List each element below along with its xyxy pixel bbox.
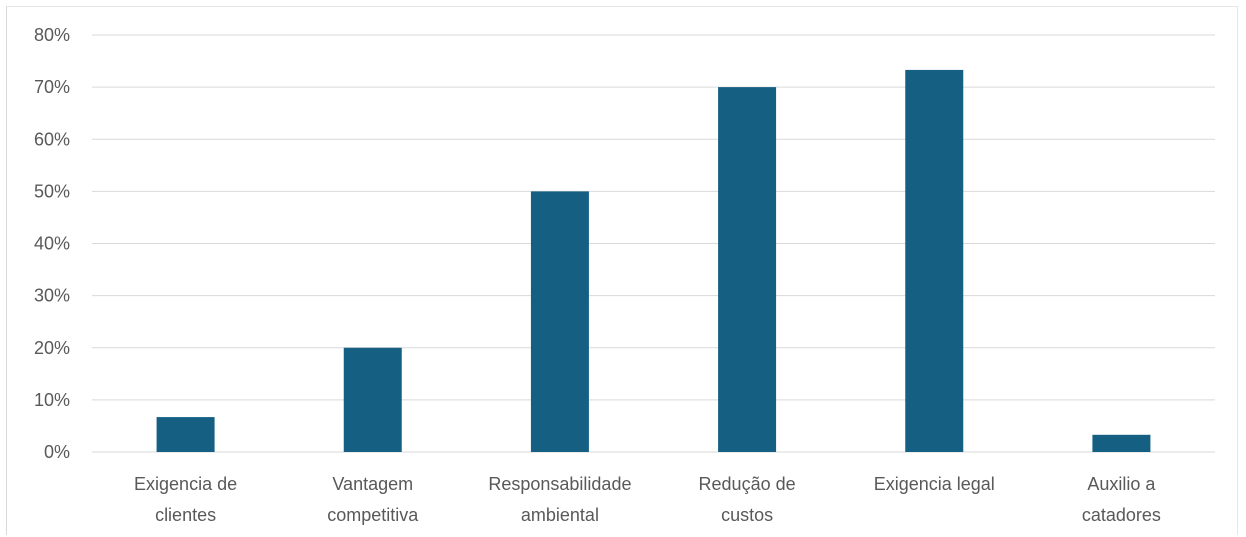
x-category-label-line: Vantagem: [332, 474, 413, 494]
x-category-label-line: clientes: [155, 505, 216, 525]
x-axis-categories: Exigencia de clientes Vantagem competitiva R…: [134, 474, 1161, 525]
y-tick-label: 20%: [34, 338, 70, 358]
x-category-label: Exigencia de clientes: [134, 474, 237, 525]
bar-2: [343, 347, 402, 452]
bar-6: [1092, 434, 1151, 452]
x-category-label: Responsabilidade ambiental: [488, 474, 631, 525]
x-category-label-line: Exigencia legal: [874, 474, 995, 494]
y-tick-label: 40%: [34, 234, 70, 254]
y-tick-label: 0%: [44, 442, 70, 462]
y-tick-label: 80%: [34, 25, 70, 45]
bar-5: [905, 69, 964, 452]
x-category-label-line: Redução de: [699, 474, 796, 494]
y-tick-label: 50%: [34, 181, 70, 201]
x-category-label: Vantagem competitiva: [327, 474, 419, 525]
bar-1: [156, 417, 215, 452]
x-category-label: Exigencia legal: [874, 474, 995, 494]
y-tick-label: 30%: [34, 286, 70, 306]
y-tick-label: 70%: [34, 77, 70, 97]
y-axis-ticks: 0% 10% 20% 30% 40% 50% 60% 70% 80%: [34, 25, 70, 462]
x-category-label-line: ambiental: [521, 505, 599, 525]
bars: [156, 69, 1151, 452]
gridlines: [92, 34, 1215, 453]
x-category-label-line: competitiva: [327, 505, 419, 525]
y-tick-label: 60%: [34, 129, 70, 149]
bar-4: [718, 87, 777, 452]
x-category-label-line: catadores: [1082, 505, 1161, 525]
x-category-label-line: Responsabilidade: [488, 474, 631, 494]
y-tick-label: 10%: [34, 390, 70, 410]
bar-3: [530, 191, 589, 452]
x-category-label: Auxilio a catadores: [1082, 474, 1161, 525]
x-category-label-line: custos: [721, 505, 773, 525]
x-category-label-line: Auxilio a: [1087, 474, 1156, 494]
x-category-label: Redução de custos: [699, 474, 796, 525]
x-category-label-line: Exigencia de: [134, 474, 237, 494]
